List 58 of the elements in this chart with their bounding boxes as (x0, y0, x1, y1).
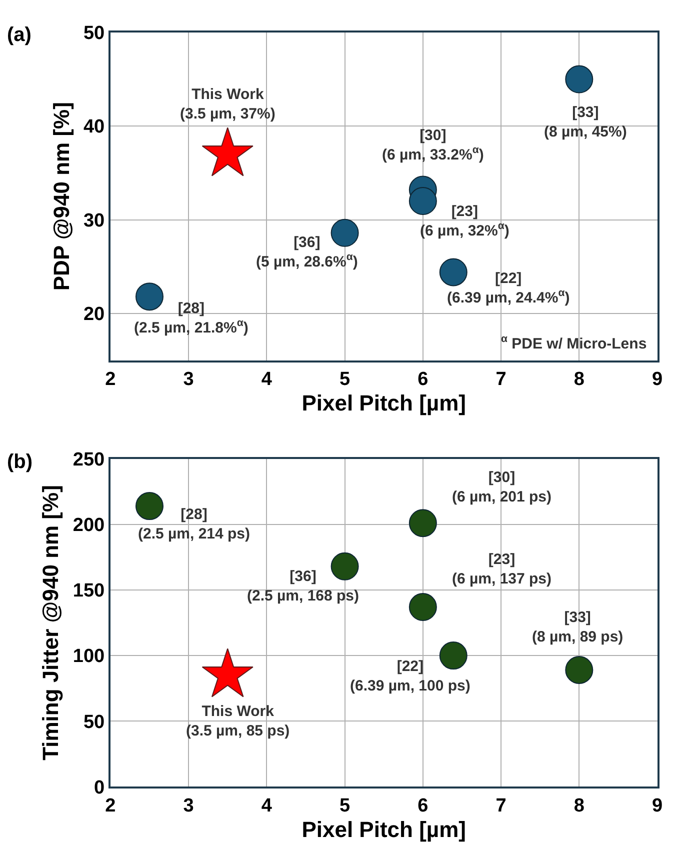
annotation: [28] (2.5 µm, 21.8%$^{α}$) (134, 300, 248, 336)
annotation: [22] (6.39 µm, 100 ps) (350, 658, 470, 694)
annotation: [36] (2.5 µm, 168 ps) (247, 568, 360, 604)
x-tick-label: 4 (261, 369, 272, 390)
point (439, 642, 468, 670)
annotation: [22] (6.39 µm, 24.4%$^{α}$) (447, 270, 570, 306)
y-tick-label: 0 (94, 777, 105, 798)
x-axis-title: Pixel Pitch [µm] (302, 390, 466, 416)
y-tick-label: 100 (72, 646, 105, 668)
x-tick-label: 2 (105, 795, 116, 816)
x-tick-label: 6 (418, 795, 428, 816)
annotation: This Work (3.5 µm, 85 ps) (186, 703, 290, 740)
x-tick-label: 4 (261, 795, 272, 816)
x-tick-label: 2 (105, 369, 116, 390)
point (565, 65, 594, 94)
annotation: [28] (2.5 µm, 214 ps) (138, 506, 250, 542)
y-tick-label: 50 (83, 712, 105, 733)
x-tick-label: 7 (496, 369, 506, 390)
x-tick-label: 9 (652, 795, 663, 816)
y-tick-label: 200 (72, 515, 105, 536)
annotation: [30] (6 µm, 201 ps) (452, 469, 552, 506)
annotation: [33] (8 µm, 45%) (544, 104, 627, 140)
x-tick-label: 8 (574, 795, 584, 816)
annotation: This Work (3.5 µm, 37%) (180, 86, 276, 122)
point (565, 656, 594, 684)
point (136, 492, 164, 520)
chart-title: (a) (7, 24, 32, 46)
chart-title: (b) (7, 451, 33, 473)
x-tick-label: 3 (183, 795, 194, 816)
annotation: $^{α}$ PDE w/ Micro-Lens (501, 333, 647, 352)
annotation: [23] (6 µm, 32%$^{α}$) (420, 203, 510, 240)
point (408, 509, 437, 538)
y-axis-title: PDP @940 nm [%] (48, 102, 74, 291)
point (330, 218, 359, 247)
annotation: [30] (6 µm, 33.2%$^{α}$) (382, 127, 484, 164)
x-tick-label: 3 (183, 369, 194, 390)
annotation: [23] (6 µm, 137 ps) (452, 551, 552, 588)
point (136, 282, 164, 311)
y-tick-label: 250 (72, 449, 105, 470)
y-tick-label: 50 (83, 23, 105, 44)
y-tick-label: 30 (83, 210, 105, 232)
y-tick-label: 150 (72, 580, 105, 602)
y-axis-title: Timing Jitter @940 nm [%] (38, 485, 64, 760)
x-tick-label: 6 (418, 369, 428, 390)
x-tick-label: 9 (652, 369, 663, 390)
point (330, 552, 359, 580)
x-tick-label: 5 (340, 795, 350, 816)
point (439, 258, 468, 286)
x-tick-label: 8 (574, 369, 584, 390)
y-tick-label: 20 (83, 304, 105, 326)
x-axis-title: Pixel Pitch [µm] (302, 816, 466, 842)
annotation: [33] (8 µm, 89 ps) (532, 609, 624, 646)
x-tick-label: 5 (340, 369, 350, 390)
point (408, 187, 437, 216)
annotation: [36] (5 µm, 28.6%$^{α}$) (256, 234, 358, 270)
y-tick-label: 40 (83, 116, 105, 138)
x-tick-label: 7 (496, 795, 506, 816)
point (408, 593, 437, 622)
